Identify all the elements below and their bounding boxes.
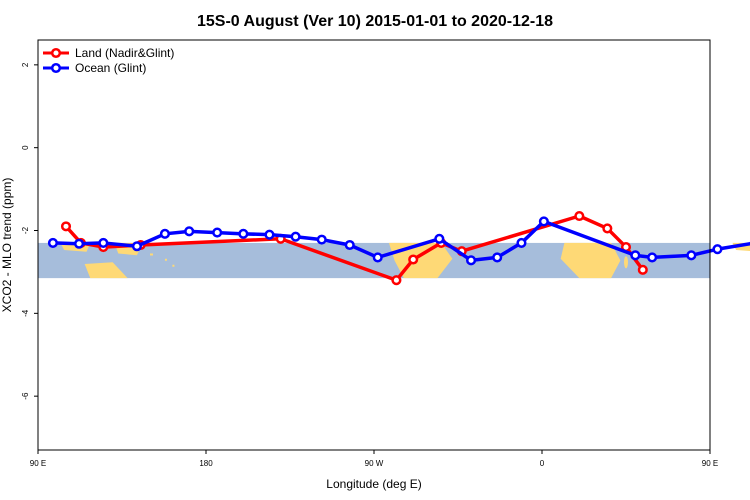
data-point	[159, 228, 170, 239]
land-africa	[560, 242, 621, 279]
land-islands-2	[732, 242, 750, 252]
land-madagascar	[624, 256, 628, 269]
legend-marker	[50, 47, 62, 59]
y-tick-label: -2	[21, 226, 30, 234]
data-point	[434, 233, 445, 244]
legend-marker	[50, 62, 62, 74]
series-line	[52, 219, 750, 263]
data-point	[184, 226, 195, 237]
y-tick-label: 2	[21, 62, 30, 67]
data-point	[492, 252, 503, 263]
axis-layer: 90 E 180 90 W 0 90 E 2 0 -2 -4 -6	[21, 62, 718, 468]
x-tick-label: 90 E	[30, 459, 46, 468]
legend-label: Ocean (Glint)	[75, 61, 146, 75]
x-tick-label: 180	[199, 459, 213, 468]
legend: Land (Nadir&Glint)Ocean (Glint)	[43, 46, 174, 75]
data-point	[637, 264, 648, 275]
series-layer	[47, 210, 750, 286]
data-point	[574, 210, 585, 222]
x-axis-label: Longitude (deg E)	[326, 477, 421, 491]
x-tick-label: 0	[540, 459, 545, 468]
data-point	[60, 221, 72, 232]
data-point	[602, 223, 613, 234]
y-tick-label: 0	[21, 145, 30, 150]
y-axis-label: XCO2 - MLO trend (ppm)	[0, 178, 14, 313]
data-point	[647, 252, 658, 263]
data-point	[98, 237, 109, 248]
data-point	[630, 250, 641, 261]
x-tick-label: 90 E	[702, 459, 718, 468]
data-point	[238, 228, 249, 239]
y-tick-label: -4	[21, 309, 30, 317]
data-point	[131, 241, 142, 252]
data-point	[264, 229, 275, 240]
data-point	[74, 238, 85, 249]
data-point	[712, 244, 723, 255]
data-point	[290, 231, 301, 242]
legend-label: Land (Nadir&Glint)	[75, 46, 174, 60]
y-tick-label: -6	[21, 392, 30, 400]
data-point	[408, 254, 419, 265]
data-point	[686, 250, 697, 261]
data-point	[344, 239, 355, 251]
data-point	[516, 237, 527, 248]
data-point	[391, 275, 402, 286]
data-point	[47, 237, 58, 248]
data-point	[212, 227, 223, 238]
data-point	[538, 216, 549, 227]
data-point	[316, 234, 327, 245]
data-point	[372, 252, 383, 263]
series-ocean	[47, 216, 750, 266]
x-tick-label: 90 W	[365, 459, 384, 468]
chart-title: 15S-0 August (Ver 10) 2015-01-01 to 2020…	[197, 13, 553, 30]
data-point	[466, 255, 477, 266]
